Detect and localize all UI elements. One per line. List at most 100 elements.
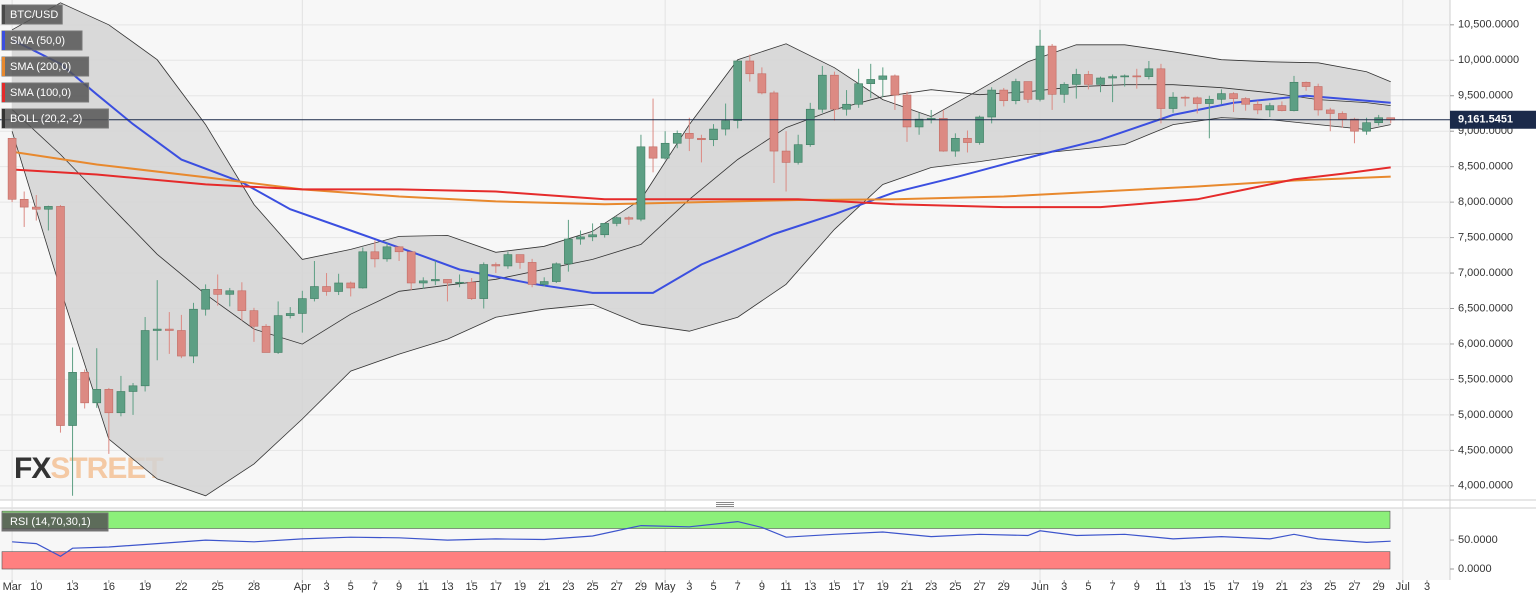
y-tick-label: 8,500.0000 — [1458, 161, 1513, 173]
candle-body — [1072, 74, 1081, 85]
x-tick-label: 11 — [1155, 581, 1166, 593]
x-tick-label: 17 — [1227, 581, 1239, 593]
candle-body — [1059, 84, 1069, 95]
candle-body — [1120, 75, 1129, 78]
candle-body — [527, 262, 537, 285]
y-tick-label: 10,000.0000 — [1458, 54, 1519, 66]
candle-body — [576, 236, 585, 240]
legend-label: SMA (100,0) — [10, 87, 71, 99]
x-tick-label: 19 — [1252, 581, 1264, 593]
candle-body — [564, 238, 573, 265]
candle-body — [660, 142, 670, 159]
rsi-zone — [1, 551, 1391, 570]
y-tick-label: 10,500.0000 — [1458, 19, 1519, 31]
x-tick-label: Jul — [1396, 581, 1410, 593]
legend-label: SMA (50,0) — [10, 35, 65, 47]
x-tick-label: 9 — [1134, 581, 1140, 593]
candle-body — [261, 325, 271, 353]
legend-swatch — [2, 57, 5, 76]
x-tick-label: 9 — [396, 581, 402, 593]
candle-body — [418, 280, 428, 284]
x-tick-label: 27 — [973, 581, 985, 593]
candle-body — [249, 310, 259, 327]
candle-body — [854, 83, 863, 105]
candle-body — [431, 279, 440, 282]
candle-body — [600, 223, 609, 236]
legend-swatch — [2, 5, 5, 24]
y-tick-label: 7,000.0000 — [1458, 267, 1513, 279]
candle-body — [322, 286, 331, 292]
candle-body — [1277, 105, 1287, 111]
candle-body — [334, 282, 343, 292]
candle-body — [213, 289, 222, 295]
y-tick-label: 5,000.0000 — [1458, 409, 1513, 421]
x-tick-label: 22 — [175, 581, 187, 593]
candle-body — [697, 137, 706, 141]
x-tick-label: 15 — [466, 581, 478, 593]
candle-body — [406, 251, 416, 284]
legend-swatch — [2, 31, 5, 50]
candle-body — [1217, 93, 1226, 100]
legend-box — [1, 512, 109, 532]
x-tick-label: 21 — [901, 581, 913, 593]
candle-body — [152, 328, 162, 331]
x-tick-label: May — [655, 581, 676, 593]
candle-body — [999, 89, 1009, 102]
candle-body — [189, 308, 198, 357]
candle-body — [551, 263, 561, 282]
candle-body — [1350, 118, 1359, 132]
candle-body — [201, 289, 210, 310]
x-tick-label: 10 — [30, 581, 42, 593]
candle-body — [648, 146, 658, 159]
candle-body — [914, 118, 924, 128]
resize-handle[interactable] — [716, 502, 734, 507]
candle-body — [503, 254, 513, 267]
candle-body — [818, 74, 827, 110]
candle-body — [588, 234, 597, 238]
x-tick-label: 21 — [1276, 581, 1288, 593]
candle-body — [1338, 113, 1347, 120]
candle-body — [1362, 122, 1371, 132]
candle-body — [116, 391, 126, 414]
x-tick-label: 7 — [1110, 581, 1116, 593]
x-tick-label: 23 — [562, 581, 574, 593]
x-tick-label: 9 — [759, 581, 765, 593]
candle-body — [382, 246, 392, 260]
candle-body — [80, 372, 89, 404]
x-tick-label: 3 — [323, 581, 329, 593]
candle-body — [636, 146, 646, 220]
candle-body — [830, 74, 839, 110]
x-tick-label: 13 — [66, 581, 78, 593]
legend-label: RSI (14,70,30,1) — [10, 516, 91, 528]
candle-body — [68, 372, 77, 426]
candle-body — [781, 150, 791, 163]
last-price-label: 9,161.5451 — [1458, 114, 1513, 126]
candle-body — [165, 328, 174, 331]
candle-body — [1253, 103, 1263, 111]
y-tick-label: 0.0000 — [1458, 563, 1492, 575]
x-tick-label: 11 — [418, 581, 429, 593]
candle-body — [890, 75, 900, 96]
x-tick-label: 25 — [949, 581, 961, 593]
candle-body — [1205, 98, 1214, 104]
candle-body — [1265, 105, 1275, 111]
candle-body — [1313, 86, 1323, 111]
x-tick-label: Apr — [294, 581, 311, 593]
x-tick-label: 13 — [441, 581, 453, 593]
candle-body — [1241, 98, 1250, 105]
candle-body — [19, 198, 29, 208]
candle-body — [1144, 68, 1154, 77]
x-tick-label: 19 — [514, 581, 526, 593]
candle-body — [963, 137, 972, 143]
band-area — [12, 2, 1391, 496]
candle-body — [177, 330, 186, 357]
x-tick-label: Mar — [3, 581, 22, 593]
x-tick-label: 19 — [877, 581, 889, 593]
candle-body — [346, 282, 356, 289]
sma-line — [11, 150, 1391, 206]
candle-body — [358, 251, 368, 289]
x-tick-label: 23 — [925, 581, 937, 593]
candle-body — [1096, 77, 1105, 85]
candle-body — [237, 290, 247, 311]
